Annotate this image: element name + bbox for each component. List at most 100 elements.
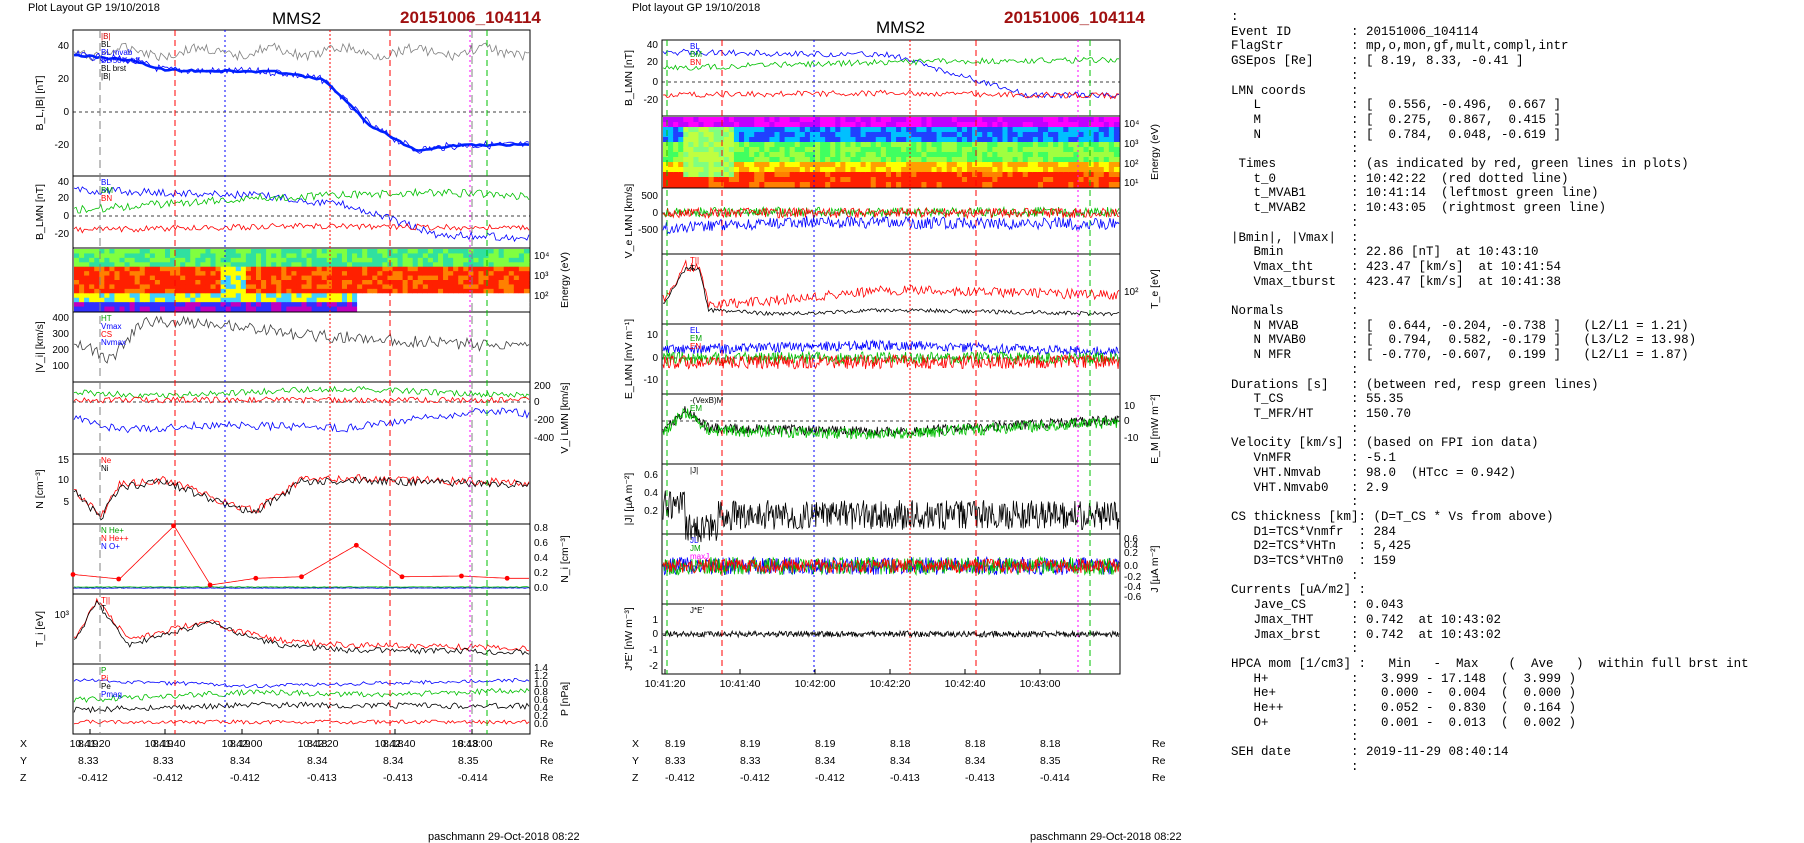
data-point	[459, 573, 464, 579]
ephemeris-unit: Re	[1152, 755, 1166, 767]
series-line	[73, 687, 530, 704]
series-line	[73, 186, 530, 243]
y-tick-label: 20	[58, 74, 70, 85]
panel-frame	[72, 311, 531, 383]
mid-layout-label: Plot layout GP 19/10/2018	[632, 2, 761, 14]
legend-entry: EM	[690, 334, 702, 343]
panel-frame	[72, 453, 531, 525]
series-line	[662, 205, 1120, 219]
ephemeris-value: 8.19	[230, 738, 251, 750]
y-tick-label: 0.8	[534, 523, 548, 534]
left-panel-5: 200 0 -200 -400 V_i LMN [km/s]	[72, 381, 571, 455]
y-tick-label: 0.6	[644, 470, 658, 481]
y-axis-label: V_e LMN [km/s]	[623, 184, 635, 259]
series-line	[73, 587, 530, 589]
y-tick-label: 10	[58, 475, 70, 486]
x-tick-label: 10:42:20	[870, 678, 911, 690]
ephemeris-value: 8.19	[153, 738, 174, 750]
y-tick-label: 40	[58, 177, 70, 188]
y-tick-label: 0.0	[534, 719, 548, 730]
y-tick-label: -400	[534, 433, 554, 444]
y-tick-label: 300	[52, 329, 69, 340]
series-line	[73, 677, 530, 689]
series-line	[73, 600, 530, 656]
ephemeris-value: -0.413	[965, 772, 995, 784]
ephemeris-value: 8.34	[230, 755, 251, 767]
legend-entry: BL brst	[101, 64, 127, 73]
y-tick-label: -1	[649, 645, 658, 656]
legend-entry: T	[101, 604, 106, 613]
legend-entry: N He+	[101, 526, 124, 535]
legend-entry: |B|	[101, 32, 111, 41]
x-tick-label: 10:42:20	[298, 738, 339, 750]
y-tick-label: 0.6	[534, 538, 548, 549]
data-point	[399, 574, 405, 580]
ephemeris-value: 8.18	[383, 738, 404, 750]
x-tick-label: 10:42:00	[222, 738, 263, 750]
ephemeris-value: 8.34	[383, 755, 404, 767]
y-tick-label: -200	[534, 415, 554, 426]
series-line	[73, 385, 530, 399]
y-tick-label: 0	[63, 107, 69, 118]
legend-entry: BL	[101, 178, 111, 187]
legend-entry: J*E'	[690, 606, 704, 615]
y-axis-label: E_M [mW m⁻²]	[1149, 394, 1161, 464]
ephemeris-row-label: Z	[20, 772, 27, 784]
ephemeris-row-label: Z	[632, 772, 639, 784]
mid-panel-7: 0.6 0.4 0.2 |J| [µA m⁻²] |J|	[623, 463, 1121, 543]
series-line	[662, 215, 1120, 235]
series-line	[74, 50, 530, 154]
y-axis-label: T_i [eV]	[34, 611, 46, 647]
y-tick-label: -10	[1124, 433, 1139, 444]
y-tick-label: 10³	[1124, 139, 1139, 150]
panel-frame	[72, 523, 531, 595]
y-tick-label: 10	[1124, 401, 1136, 412]
y-tick-label: 10²	[534, 291, 549, 302]
ephemeris-value: -0.413	[890, 772, 920, 784]
series-line	[73, 701, 530, 714]
mid-panel-9: 1 0 -1 -2 J*E' [nW m⁻³] J*E'	[623, 603, 1121, 675]
y-axis-label: B_L,|B| [nT]	[34, 75, 46, 130]
y-axis-label: J*E' [nW m⁻³]	[623, 607, 635, 671]
legend-entry: BM	[690, 50, 702, 59]
panel-frame	[72, 175, 531, 249]
legend-entry: BN	[101, 194, 112, 203]
legend-entry: Pi	[101, 674, 108, 683]
x-tick-label: 10:41:40	[145, 738, 186, 750]
panel-frame	[72, 663, 531, 735]
mid-ephemeris-table: X 8.19 8.19 8.19 8.18 8.18 8.18 Re Y 8.33 8.33 8.34…	[632, 738, 1192, 798]
y-tick-label: 0.6	[534, 695, 548, 706]
y-tick-label: 15	[58, 455, 70, 466]
series-line	[662, 89, 1120, 100]
ephemeris-value: -0.412	[230, 772, 260, 784]
legend-entry: T	[690, 264, 695, 273]
series-line	[73, 476, 530, 521]
series-line	[662, 206, 1120, 220]
y-tick-label: 0.6	[1124, 534, 1138, 545]
data-point	[207, 582, 213, 588]
y-tick-label: 0.2	[644, 506, 658, 517]
y-axis-label: Energy (eV)	[1149, 124, 1161, 180]
ephemeris-value: 8.19	[815, 738, 836, 750]
y-axis-label: E_LMN [mV m⁻¹]	[623, 319, 635, 399]
legend-entry: |B|	[101, 72, 111, 81]
mid-panel-6: 10 0 -10 E_M [mW m⁻²] -(VexB)MEM	[661, 393, 1161, 465]
ephemeris-value: 8.34	[815, 755, 836, 767]
y-axis-label: J [µA m⁻²]	[1149, 545, 1161, 592]
left-panel-8: 10³ T_i [eV] T||T	[34, 593, 531, 665]
legend-entry: EN	[690, 342, 701, 351]
x-tick-label: 10:41:20	[645, 678, 686, 690]
ephemeris-value: 8.18	[890, 738, 911, 750]
y-axis-label: |J| [µA m⁻²]	[623, 473, 635, 526]
ephemeris-value: 8.18	[458, 738, 479, 750]
y-tick-label: 10	[647, 330, 659, 341]
ephemeris-row-label: X	[20, 738, 28, 750]
y-axis-label: P [nPa]	[559, 682, 571, 716]
ephemeris-value: 8.19	[740, 738, 761, 750]
series-line	[73, 53, 530, 152]
legend-entry: JL	[690, 536, 699, 545]
